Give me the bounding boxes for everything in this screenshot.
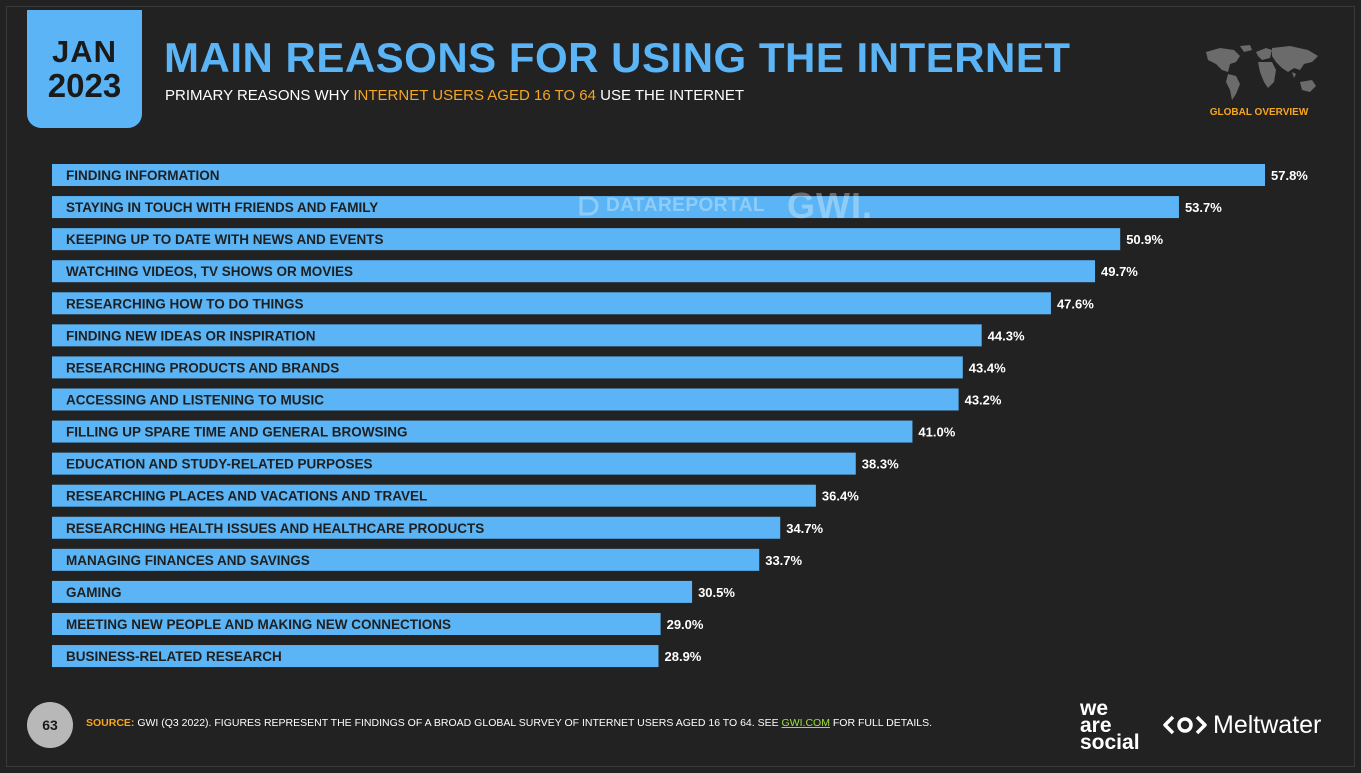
bar <box>52 356 963 379</box>
slide-subtitle: PRIMARY REASONS WHY INTERNET USERS AGED … <box>165 87 744 104</box>
date-year: 2023 <box>47 67 122 104</box>
bar-category-label: RESEARCHING HEALTH ISSUES AND HEALTHCARE… <box>66 521 484 536</box>
bar <box>52 196 1179 219</box>
bar-category-label: GAMING <box>66 585 122 600</box>
world-map-icon <box>1200 42 1326 104</box>
source-text: GWI (Q3 2022). FIGURES REPRESENT THE FIN… <box>134 717 782 729</box>
we-are-social-logo: we are social <box>1080 697 1140 754</box>
bar-category-label: MANAGING FINANCES AND SAVINGS <box>66 553 310 568</box>
bar-value-label: 34.7% <box>786 521 823 536</box>
bar-category-label: BUSINESS-RELATED RESEARCH <box>66 649 282 664</box>
bar <box>52 324 982 347</box>
bar <box>52 516 781 539</box>
bar-value-label: 33.7% <box>765 553 802 568</box>
bar-value-label: 28.9% <box>665 649 702 664</box>
bar-value-label: 41.0% <box>918 425 955 440</box>
bar-value-label: 44.3% <box>988 328 1025 343</box>
bar-category-label: RESEARCHING PRODUCTS AND BRANDS <box>66 360 339 375</box>
bar-value-label: 53.7% <box>1185 200 1222 215</box>
bar-category-label: RESEARCHING HOW TO DO THINGS <box>66 296 304 311</box>
bar <box>52 260 1096 283</box>
bar <box>52 228 1121 251</box>
subtitle-highlight: INTERNET USERS AGED 16 TO 64 <box>353 87 596 104</box>
source-link[interactable]: GWI.COM <box>781 717 830 729</box>
bar <box>52 164 1265 186</box>
date-month: JAN <box>51 34 117 69</box>
source-tail: FOR FULL DETAILS. <box>829 717 933 729</box>
bar-value-label: 57.8% <box>1271 168 1308 183</box>
bar <box>52 645 659 668</box>
bar-value-label: 43.4% <box>969 360 1006 375</box>
bar-category-label: MEETING NEW PEOPLE AND MAKING NEW CONNEC… <box>66 617 451 632</box>
bar-value-label: 30.5% <box>698 585 735 600</box>
date-badge: JAN 2023 <box>27 10 142 128</box>
bar-category-label: WATCHING VIDEOS, TV SHOWS OR MOVIES <box>66 264 353 279</box>
bar-value-label: 38.3% <box>862 457 899 472</box>
bar-category-label: FINDING NEW IDEAS OR INSPIRATION <box>66 328 316 343</box>
source-note: SOURCE: GWI (Q3 2022). FIGURES REPRESENT… <box>86 717 932 729</box>
region-label: GLOBAL OVERVIEW <box>1209 107 1309 118</box>
subtitle-suffix: USE THE INTERNET <box>595 87 745 104</box>
bar-category-label: EDUCATION AND STUDY-RELATED PURPOSES <box>66 457 373 472</box>
bars-group: FINDING INFORMATION 57.8% STAYING IN TOUCH… <box>52 164 1308 668</box>
bar-category-label: ACCESSING AND LISTENING TO MUSIC <box>66 392 324 407</box>
bar-category-label: STAYING IN TOUCH WITH FRIENDS AND FAMILY <box>66 200 378 215</box>
bar-value-label: 49.7% <box>1101 264 1138 279</box>
bar-category-label: RESEARCHING PLACES AND VACATIONS AND TRA… <box>66 489 427 504</box>
bar-value-label: 43.2% <box>965 392 1002 407</box>
bar-value-label: 36.4% <box>822 489 859 504</box>
meltwater-mark-icon <box>1163 715 1207 735</box>
was-word-1: we <box>1080 697 1109 720</box>
slide-frame <box>6 6 1355 767</box>
bar <box>52 484 816 507</box>
bar-value-label: 29.0% <box>667 617 704 632</box>
bar-category-label: FILLING UP SPARE TIME AND GENERAL BROWSI… <box>66 425 408 440</box>
page-number: 63 <box>27 702 73 748</box>
was-word-3: social <box>1080 731 1140 754</box>
bar-category-label: FINDING INFORMATION <box>66 168 219 183</box>
source-label: SOURCE: <box>86 717 135 729</box>
bar <box>52 388 959 411</box>
bar-value-label: 47.6% <box>1057 296 1094 311</box>
bar-value-label: 50.9% <box>1126 232 1163 247</box>
bar <box>52 452 856 475</box>
meltwater-text: Meltwater <box>1213 710 1322 739</box>
slide-title: MAIN REASONS FOR USING THE INTERNET <box>164 34 1071 81</box>
bar <box>52 548 760 571</box>
subtitle-prefix: PRIMARY REASONS WHY <box>165 87 354 104</box>
bar <box>52 612 661 635</box>
bar-category-label: KEEPING UP TO DATE WITH NEWS AND EVENTS <box>66 232 384 247</box>
meltwater-logo: Meltwater <box>1163 710 1321 740</box>
bar <box>52 420 913 443</box>
bar <box>52 580 693 603</box>
was-word-2: are <box>1080 714 1112 737</box>
bar <box>52 292 1051 315</box>
